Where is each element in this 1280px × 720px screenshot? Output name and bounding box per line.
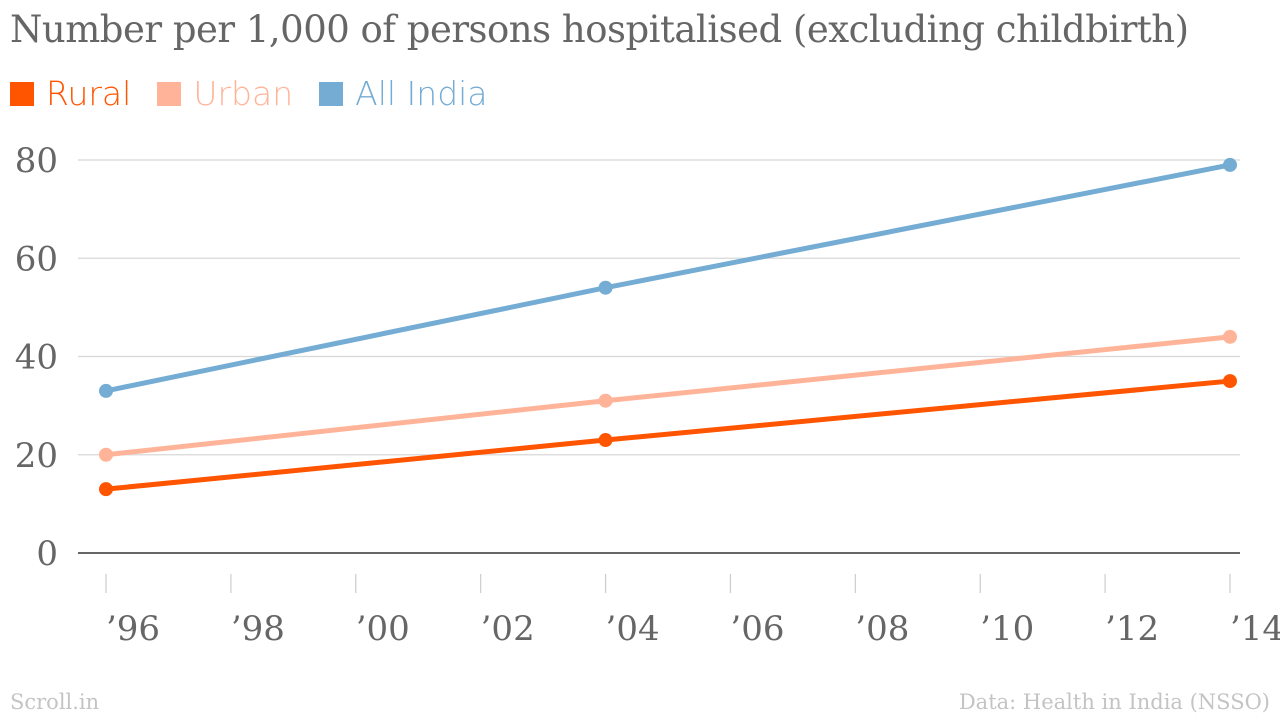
legend-item-rural: Rural <box>10 74 131 113</box>
data-point-all-india <box>1223 157 1237 172</box>
y-tick-label: 40 <box>15 338 58 378</box>
x-tick-label: ’00 <box>356 609 410 649</box>
y-tick-label: 0 <box>36 534 58 574</box>
y-tick-label: 80 <box>15 141 58 181</box>
data-point-rural <box>1223 374 1237 389</box>
x-tick-label: ’02 <box>481 609 535 649</box>
legend-item-urban: Urban <box>157 74 293 113</box>
x-tick-label: ’96 <box>106 609 160 649</box>
legend-swatch-all-india <box>319 81 344 106</box>
x-axis-ticks: ’96 ’98 ’00 ’02 ’04 ’06 ’08 ’10 ’12 ’14 <box>105 574 1280 649</box>
data-point-all-india <box>598 280 613 295</box>
data-point-rural <box>598 433 613 448</box>
x-tick-label: ’12 <box>1105 609 1159 649</box>
y-tick-label: 60 <box>15 239 58 279</box>
x-tick-label: ’08 <box>855 609 909 649</box>
x-tick-label: ’14 <box>1230 609 1280 649</box>
x-tick-label: ’10 <box>980 609 1034 649</box>
series-layer <box>99 157 1237 497</box>
y-axis-ticks: 0 20 40 60 80 <box>15 141 58 574</box>
source-brand: Scroll.in <box>10 690 100 714</box>
data-point-urban <box>1223 329 1237 344</box>
legend-label-urban: Urban <box>193 74 294 113</box>
x-tick-label: ’06 <box>730 609 784 649</box>
legend-swatch-urban <box>157 81 182 106</box>
grid-layer <box>78 159 1240 554</box>
data-source: Data: Health in India (NSSO) <box>958 690 1270 714</box>
x-tick-label: ’98 <box>231 609 285 649</box>
legend-label-all-india: All India <box>355 74 488 113</box>
x-tick-label: ’04 <box>606 609 660 649</box>
data-point-rural <box>99 482 113 497</box>
data-point-urban <box>99 447 113 462</box>
chart-legend: Rural Urban All India <box>10 74 514 113</box>
legend-label-rural: Rural <box>46 74 132 113</box>
legend-swatch-rural <box>10 81 34 106</box>
data-point-urban <box>598 393 613 408</box>
legend-item-all-india: All India <box>319 74 488 113</box>
chart-title: Number per 1,000 of persons hospitalised… <box>10 8 1189 51</box>
y-tick-label: 20 <box>15 436 58 476</box>
data-point-all-india <box>99 383 113 398</box>
